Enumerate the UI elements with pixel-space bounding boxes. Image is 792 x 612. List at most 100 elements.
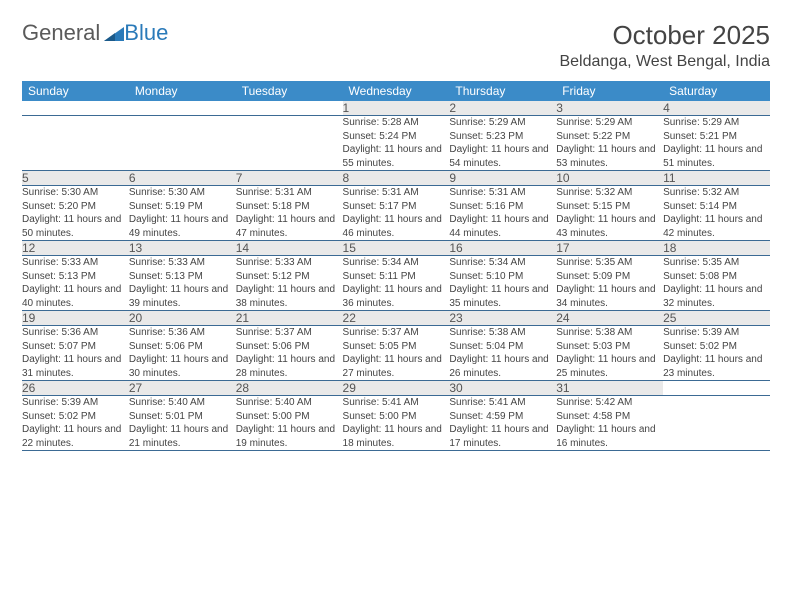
daylight-line: Daylight: 11 hours and 53 minutes. (556, 143, 663, 170)
daylight-line: Daylight: 11 hours and 39 minutes. (129, 283, 236, 310)
month-title: October 2025 (559, 20, 770, 51)
daylight-line: Daylight: 11 hours and 30 minutes. (129, 353, 236, 380)
day-detail-cell (22, 116, 129, 171)
logo-text-2: Blue (124, 20, 168, 46)
daylight-line: Daylight: 11 hours and 42 minutes. (663, 213, 770, 240)
daylight-line: Daylight: 11 hours and 43 minutes. (556, 213, 663, 240)
day-number-cell: 27 (129, 381, 236, 396)
daylight-line: Daylight: 11 hours and 31 minutes. (22, 353, 129, 380)
title-block: October 2025 Beldanga, West Bengal, Indi… (559, 20, 770, 71)
logo-triangle-icon (104, 25, 124, 41)
day-detail-cell: Sunrise: 5:40 AMSunset: 5:01 PMDaylight:… (129, 396, 236, 451)
day-number-row: 262728293031 (22, 381, 770, 396)
day-detail-cell: Sunrise: 5:35 AMSunset: 5:09 PMDaylight:… (556, 256, 663, 311)
sunrise-line: Sunrise: 5:36 AM (129, 326, 236, 340)
daylight-line: Daylight: 11 hours and 18 minutes. (343, 423, 450, 450)
day-detail-row: Sunrise: 5:28 AMSunset: 5:24 PMDaylight:… (22, 116, 770, 171)
daylight-line: Daylight: 11 hours and 25 minutes. (556, 353, 663, 380)
sunrise-line: Sunrise: 5:38 AM (556, 326, 663, 340)
day-detail-row: Sunrise: 5:30 AMSunset: 5:20 PMDaylight:… (22, 186, 770, 241)
sunset-line: Sunset: 5:01 PM (129, 410, 236, 424)
day-number-cell: 2 (449, 101, 556, 116)
sunset-line: Sunset: 5:03 PM (556, 340, 663, 354)
day-number-cell: 24 (556, 311, 663, 326)
sunset-line: Sunset: 5:22 PM (556, 130, 663, 144)
daylight-line: Daylight: 11 hours and 50 minutes. (22, 213, 129, 240)
day-number-cell: 25 (663, 311, 770, 326)
day-number-cell: 9 (449, 171, 556, 186)
day-number-cell: 29 (343, 381, 450, 396)
day-detail-cell: Sunrise: 5:35 AMSunset: 5:08 PMDaylight:… (663, 256, 770, 311)
day-number-cell: 18 (663, 241, 770, 256)
day-number-cell: 21 (236, 311, 343, 326)
daylight-line: Daylight: 11 hours and 26 minutes. (449, 353, 556, 380)
sunset-line: Sunset: 5:06 PM (236, 340, 343, 354)
day-number-cell: 11 (663, 171, 770, 186)
sunrise-line: Sunrise: 5:35 AM (556, 256, 663, 270)
day-detail-cell: Sunrise: 5:40 AMSunset: 5:00 PMDaylight:… (236, 396, 343, 451)
daylight-line: Daylight: 11 hours and 35 minutes. (449, 283, 556, 310)
sunrise-line: Sunrise: 5:31 AM (236, 186, 343, 200)
sunset-line: Sunset: 5:06 PM (129, 340, 236, 354)
day-detail-row: Sunrise: 5:33 AMSunset: 5:13 PMDaylight:… (22, 256, 770, 311)
daylight-line: Daylight: 11 hours and 32 minutes. (663, 283, 770, 310)
location-subtitle: Beldanga, West Bengal, India (559, 53, 770, 71)
day-number-cell: 20 (129, 311, 236, 326)
day-number-cell: 6 (129, 171, 236, 186)
daylight-line: Daylight: 11 hours and 54 minutes. (449, 143, 556, 170)
daylight-line: Daylight: 11 hours and 46 minutes. (343, 213, 450, 240)
sunset-line: Sunset: 5:11 PM (343, 270, 450, 284)
sunset-line: Sunset: 5:18 PM (236, 200, 343, 214)
day-detail-cell: Sunrise: 5:42 AMSunset: 4:58 PMDaylight:… (556, 396, 663, 451)
daylight-line: Daylight: 11 hours and 21 minutes. (129, 423, 236, 450)
sunset-line: Sunset: 5:23 PM (449, 130, 556, 144)
daylight-line: Daylight: 11 hours and 16 minutes. (556, 423, 663, 450)
day-detail-cell: Sunrise: 5:41 AMSunset: 5:00 PMDaylight:… (343, 396, 450, 451)
weekday-header: Tuesday (236, 81, 343, 101)
day-detail-cell (236, 116, 343, 171)
day-detail-cell: Sunrise: 5:39 AMSunset: 5:02 PMDaylight:… (22, 396, 129, 451)
day-detail-cell: Sunrise: 5:36 AMSunset: 5:07 PMDaylight:… (22, 326, 129, 381)
daylight-line: Daylight: 11 hours and 17 minutes. (449, 423, 556, 450)
sunset-line: Sunset: 5:08 PM (663, 270, 770, 284)
day-number-cell: 26 (22, 381, 129, 396)
day-number-cell (129, 101, 236, 116)
day-detail-cell: Sunrise: 5:31 AMSunset: 5:16 PMDaylight:… (449, 186, 556, 241)
sunrise-line: Sunrise: 5:29 AM (663, 116, 770, 130)
day-detail-cell: Sunrise: 5:30 AMSunset: 5:20 PMDaylight:… (22, 186, 129, 241)
sunrise-line: Sunrise: 5:38 AM (449, 326, 556, 340)
day-detail-cell (663, 396, 770, 451)
sunrise-line: Sunrise: 5:32 AM (663, 186, 770, 200)
sunset-line: Sunset: 5:14 PM (663, 200, 770, 214)
day-detail-cell: Sunrise: 5:41 AMSunset: 4:59 PMDaylight:… (449, 396, 556, 451)
day-number-cell: 8 (343, 171, 450, 186)
sunrise-line: Sunrise: 5:34 AM (449, 256, 556, 270)
sunset-line: Sunset: 5:21 PM (663, 130, 770, 144)
sunset-line: Sunset: 4:59 PM (449, 410, 556, 424)
day-detail-cell: Sunrise: 5:29 AMSunset: 5:21 PMDaylight:… (663, 116, 770, 171)
day-number-cell: 10 (556, 171, 663, 186)
sunset-line: Sunset: 5:24 PM (343, 130, 450, 144)
sunrise-line: Sunrise: 5:29 AM (449, 116, 556, 130)
day-number-cell: 15 (343, 241, 450, 256)
daylight-line: Daylight: 11 hours and 51 minutes. (663, 143, 770, 170)
day-detail-cell: Sunrise: 5:38 AMSunset: 5:03 PMDaylight:… (556, 326, 663, 381)
daylight-line: Daylight: 11 hours and 23 minutes. (663, 353, 770, 380)
day-detail-cell: Sunrise: 5:39 AMSunset: 5:02 PMDaylight:… (663, 326, 770, 381)
day-number-cell: 19 (22, 311, 129, 326)
day-detail-cell: Sunrise: 5:29 AMSunset: 5:23 PMDaylight:… (449, 116, 556, 171)
weekday-header-row: SundayMondayTuesdayWednesdayThursdayFrid… (22, 81, 770, 101)
daylight-line: Daylight: 11 hours and 49 minutes. (129, 213, 236, 240)
sunrise-line: Sunrise: 5:30 AM (22, 186, 129, 200)
day-detail-cell: Sunrise: 5:32 AMSunset: 5:14 PMDaylight:… (663, 186, 770, 241)
sunrise-line: Sunrise: 5:34 AM (343, 256, 450, 270)
sunrise-line: Sunrise: 5:40 AM (236, 396, 343, 410)
day-detail-cell: Sunrise: 5:33 AMSunset: 5:13 PMDaylight:… (22, 256, 129, 311)
day-number-cell: 14 (236, 241, 343, 256)
daylight-line: Daylight: 11 hours and 36 minutes. (343, 283, 450, 310)
sunset-line: Sunset: 5:05 PM (343, 340, 450, 354)
sunrise-line: Sunrise: 5:36 AM (22, 326, 129, 340)
sunset-line: Sunset: 5:09 PM (556, 270, 663, 284)
logo: General Blue (22, 20, 168, 46)
sunrise-line: Sunrise: 5:39 AM (663, 326, 770, 340)
